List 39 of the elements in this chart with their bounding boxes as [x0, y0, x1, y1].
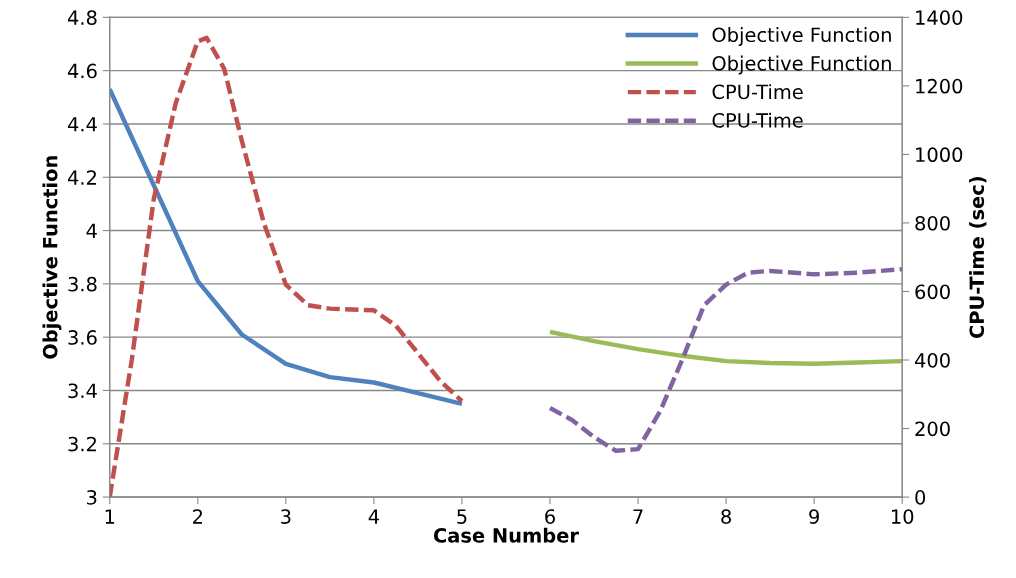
x-tick-label: 2 — [193, 509, 203, 524]
y2-tick-label: 1400 — [916, 10, 963, 25]
y-tick-label: 4.8 — [67, 10, 97, 25]
y-tick-label: 3.2 — [68, 436, 96, 452]
y-tick-label: 4 — [86, 223, 97, 238]
y2-tick-label: 0 — [915, 490, 926, 505]
x-tick-label: 8 — [721, 509, 731, 524]
y-tick-label: 4.4 — [67, 117, 97, 132]
x-axis-title: Case Number — [433, 527, 579, 543]
y-tick-label: 3.6 — [68, 330, 97, 345]
line-series — [109, 35, 465, 498]
y2-tick-label: 600 — [915, 284, 950, 300]
line-series — [547, 266, 903, 454]
legend-label: CPU-Time — [712, 112, 803, 128]
y2-tick-label: 1000 — [916, 147, 963, 163]
y-tick-label: 4.2 — [67, 170, 96, 185]
line-series — [109, 87, 465, 407]
x-tick-label: 7 — [633, 509, 643, 524]
line-series — [547, 329, 903, 367]
x-tick-label: 4 — [368, 509, 379, 524]
x-tick-label: 3 — [281, 509, 291, 524]
x-tick-label: 10 — [891, 509, 914, 524]
x-tick-label: 9 — [809, 509, 819, 524]
y2-tick-label: 1200 — [916, 78, 963, 94]
y2-axis-title: CPU-Time (sec) — [969, 177, 987, 339]
y-tick-label: 3.8 — [68, 276, 97, 292]
legend-label: Objective Function — [712, 27, 891, 46]
x-tick-label: 5 — [457, 509, 467, 524]
y-tick-label: 3 — [87, 490, 97, 505]
legend-label: Objective Function — [712, 55, 891, 75]
legend-label: CPU-Time — [712, 84, 803, 100]
y2-tick-label: 400 — [914, 352, 950, 368]
y-axis-title: Objective Function — [42, 156, 62, 359]
y2-tick-label: 800 — [915, 215, 950, 231]
y-tick-label: 3.4 — [68, 383, 97, 399]
x-tick-label: 6 — [545, 509, 555, 524]
x-tick-label: 1 — [105, 509, 115, 524]
y2-tick-label: 200 — [915, 421, 950, 437]
y-tick-label: 4.6 — [67, 63, 97, 79]
